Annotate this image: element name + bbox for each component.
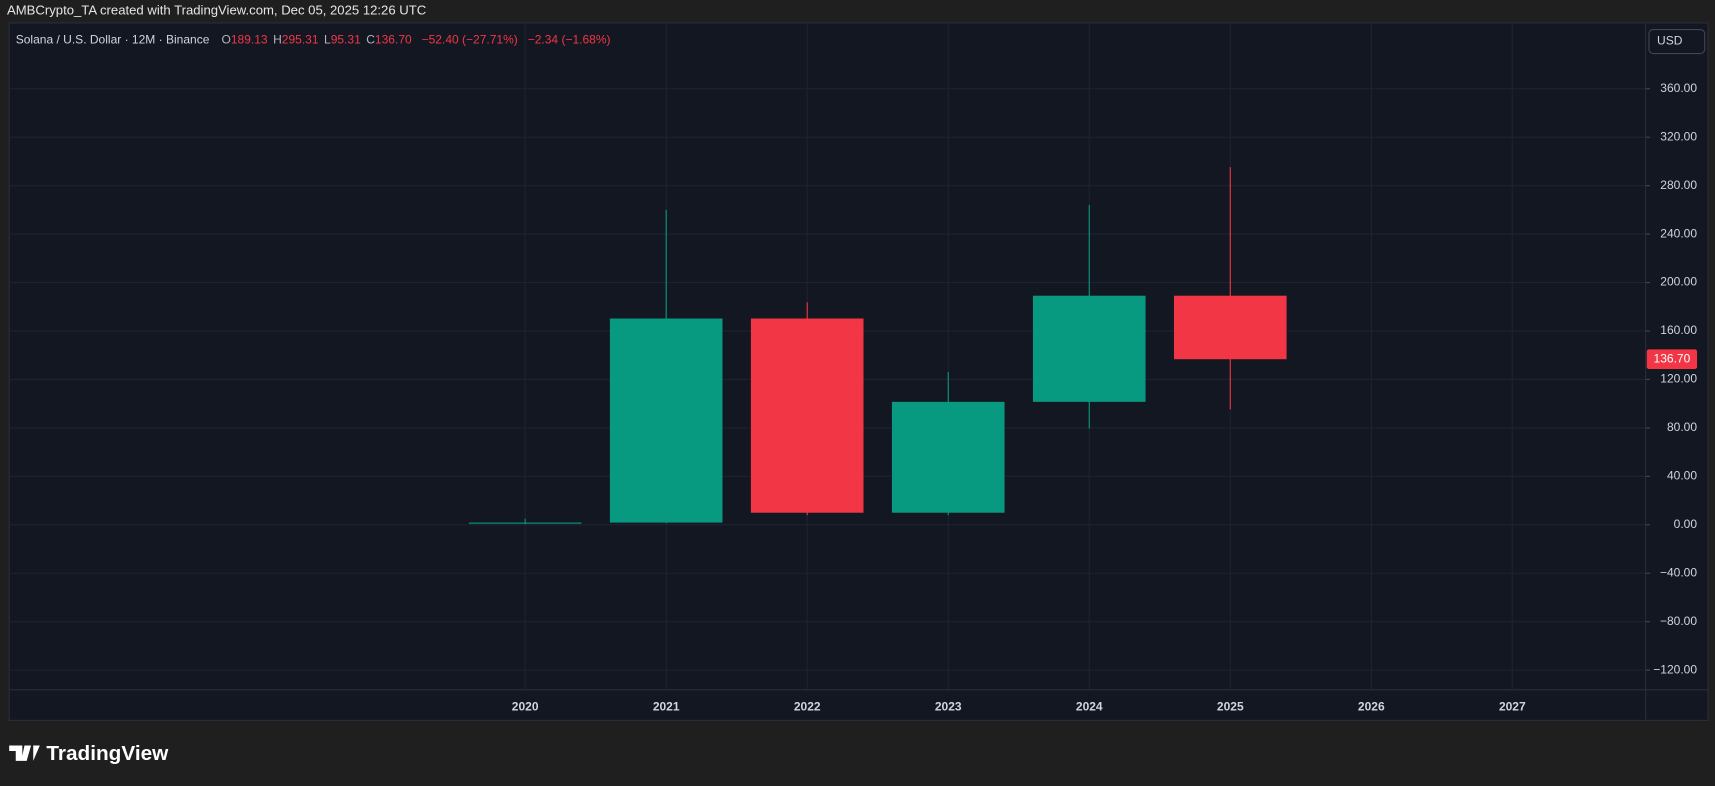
y-tick-label: −80.00 [1660,614,1697,628]
ohlc-key: O [222,33,231,47]
brand-logo: TradingView [9,742,169,765]
x-tick-label: 2024 [1076,699,1103,713]
y-tick-label: 200.00 [1660,275,1697,289]
logo-icon [9,745,40,761]
y-tick-label: 120.00 [1660,372,1697,386]
y-tick-label: 320.00 [1660,129,1697,143]
y-tick-label: −120.00 [1653,662,1697,676]
attribution: AMBCrypto_TA created with TradingView.co… [7,2,426,17]
y-tick-label: 160.00 [1660,323,1697,337]
candle-body [609,318,723,523]
candle-body [750,318,864,513]
ohlc-key: C [366,33,375,47]
currency-button[interactable] [1648,28,1706,55]
x-tick-label: 2021 [653,699,680,713]
y-tick-label: 360.00 [1660,81,1697,95]
ohlc-value: 295.31 [282,33,319,47]
candle-body [468,522,582,524]
ohlc: O189.13 H295.31 L95.31 C136.70 [222,33,412,47]
y-tick-label: 280.00 [1660,178,1697,192]
last-price-label: 136.70 [1654,351,1691,365]
ohlc-key: H [273,33,282,47]
ohlc-value: 136.70 [375,33,412,47]
x-tick-label: 2025 [1217,699,1244,713]
x-tick-label: 2026 [1358,699,1385,713]
y-tick-label: 80.00 [1667,420,1697,434]
y-tick-label: 40.00 [1667,469,1697,483]
currency[interactable]: USD [1657,34,1683,48]
x-tick-label: 2022 [794,699,821,713]
x-tick-label: 2023 [935,699,962,713]
ohlc-value: 189.13 [231,33,268,47]
y-tick-label: 0.00 [1674,517,1698,531]
candle-body [891,401,1005,513]
brand: TradingView [46,742,169,765]
candle-body [1032,295,1146,402]
change: −52.40 (−27.71%) [422,33,518,47]
ohlc-key: L [324,33,331,47]
x-tick-label: 2020 [512,699,539,713]
x-tick-label: 2027 [1499,699,1526,713]
last-price-tag [1646,349,1698,370]
symbol-title: Solana / U.S. Dollar · 12M · Binance [16,33,210,47]
legend: Solana / U.S. Dollar · 12M · Binance O18… [16,33,611,47]
y-tick-label: −40.00 [1660,565,1697,579]
ohlc-value: 95.31 [331,33,361,47]
y-tick-label: 240.00 [1660,226,1697,240]
candle-body [1173,295,1287,360]
last-change: −2.34 (−1.68%) [528,33,611,47]
